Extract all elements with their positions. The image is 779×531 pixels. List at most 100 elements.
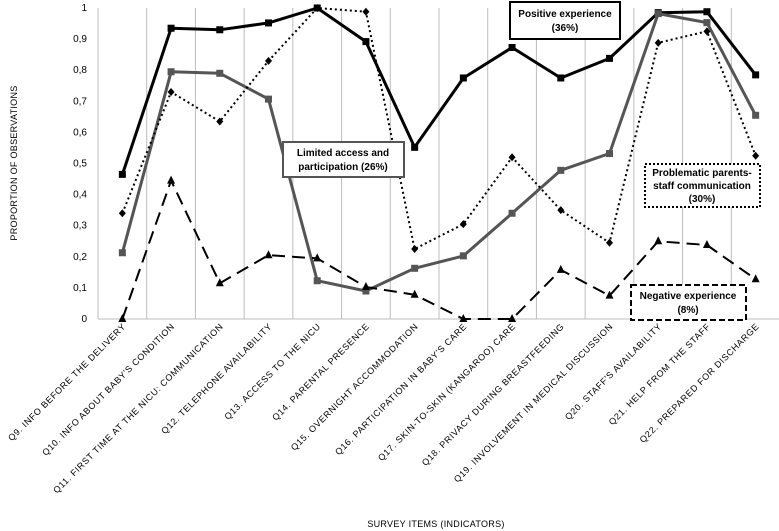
- data-point-diamond: [313, 4, 321, 12]
- data-point-square: [362, 38, 370, 46]
- annotation-problematic-box: [644, 163, 761, 208]
- y-tick-label: 0: [81, 314, 87, 325]
- series-line-4: [121, 179, 757, 320]
- data-point-diamond: [362, 7, 370, 16]
- data-point-triangle: [459, 314, 468, 322]
- annotation-positive-box: [509, 1, 621, 40]
- data-point-triangle: [215, 278, 224, 287]
- data-point-triangle: [167, 175, 176, 184]
- y-tick-label: 1: [81, 3, 87, 14]
- data-point-diamond: [265, 56, 272, 65]
- data-point-square: [508, 43, 516, 51]
- data-point-square: [703, 8, 711, 16]
- annotation-negative: Negative experience (8%): [630, 284, 747, 321]
- y-tick-label: 0,8: [73, 65, 87, 76]
- x-tick-label: Q21. HELP FROM THE STAFF: [607, 321, 713, 427]
- data-point-diamond: [703, 27, 711, 36]
- y-tick-label: 0,9: [73, 34, 87, 45]
- data-point-square: [167, 68, 175, 76]
- annotation-problematic-line1: Problematic parents-: [652, 168, 751, 179]
- data-point-diamond: [606, 238, 613, 247]
- data-point-square: [508, 209, 516, 217]
- data-point-square: [313, 277, 321, 285]
- data-point-triangle: [605, 290, 614, 299]
- series-line-3: [121, 7, 757, 250]
- annotation-problematic: Problematic parents- staff communication…: [644, 163, 761, 208]
- data-point-triangle: [654, 236, 663, 245]
- y-tick-labels: 0 0,1 0,2 0,3 0,4 0,5 0,6 0,7 0,8 0,9 1: [73, 3, 87, 325]
- data-point-diamond: [557, 206, 565, 215]
- annotation-limited-line2: participation (26%): [298, 162, 387, 173]
- y-tick-label: 0,6: [73, 127, 87, 138]
- series-line-1: [120, 6, 757, 175]
- annotation-negative-box: [630, 284, 747, 321]
- annotations: Positive experience (36%) Limited access…: [282, 1, 761, 321]
- data-point-square: [752, 71, 760, 79]
- data-point-diamond: [216, 117, 224, 126]
- data-point-diamond: [459, 220, 467, 229]
- annotation-negative-line1: Negative experience: [640, 291, 737, 302]
- data-point-square: [459, 252, 467, 260]
- data-point-square: [606, 54, 613, 62]
- data-point-triangle: [556, 264, 565, 273]
- data-point-diamond: [508, 153, 516, 162]
- data-point-triangle: [264, 250, 273, 259]
- annotation-limited-line1: Limited access and: [297, 148, 389, 159]
- data-point-triangle: [118, 314, 127, 322]
- data-point-square: [118, 170, 126, 178]
- y-tick-label: 0,2: [73, 252, 87, 263]
- data-point-square: [557, 166, 565, 174]
- y-tick-label: 0,5: [73, 159, 87, 170]
- x-tick-label: Q11. FIRST TIME AT THE NICU: COMMUNICATI…: [51, 321, 225, 495]
- x-tick-label: Q12. TELEPHONE AVAILABILITY: [159, 321, 274, 436]
- data-point-square: [265, 19, 272, 27]
- data-point-triangle: [313, 253, 322, 262]
- series-lines: [120, 6, 757, 320]
- y-axis-title: PROPORTION OF OBSERVATIONS: [9, 85, 19, 240]
- data-point-square: [459, 74, 467, 82]
- data-point-square: [411, 264, 419, 272]
- data-point-triangle: [751, 274, 760, 283]
- y-tick-label: 0,1: [73, 283, 87, 294]
- data-point-square: [362, 287, 370, 295]
- annotation-limited-box: [282, 141, 405, 178]
- annotation-problematic-line3: (30%): [689, 194, 716, 205]
- x-tick-label: Q20. STAFF'S AVAILABILITY: [563, 321, 664, 422]
- y-tick-label: 0,7: [73, 96, 87, 107]
- data-point-square: [411, 143, 419, 151]
- x-tick-label: Q14. PARENTAL PRESENCE: [270, 321, 371, 422]
- data-point-square: [752, 111, 760, 119]
- annotation-positive-line2: (36%): [552, 23, 579, 34]
- data-point-square: [557, 74, 565, 82]
- data-point-square: [216, 69, 224, 77]
- data-point-diamond: [167, 87, 175, 96]
- x-axis-title: SURVEY ITEMS (INDICATORS): [367, 519, 504, 529]
- data-point-square: [118, 249, 126, 257]
- data-point-diamond: [752, 151, 760, 160]
- x-tick-label: Q13. ACCESS TO THE NICU: [222, 321, 322, 421]
- data-point-triangle: [508, 314, 517, 322]
- data-point-triangle: [361, 281, 370, 290]
- data-point-triangle: [702, 239, 711, 248]
- annotation-limited: Limited access and participation (26%): [282, 141, 405, 178]
- data-point-square: [606, 150, 613, 158]
- annotation-positive: Positive experience (36%): [509, 1, 621, 40]
- annotation-negative-line2: (8%): [677, 305, 698, 316]
- data-point-square: [703, 19, 711, 27]
- data-point-diamond: [654, 38, 662, 47]
- data-point-square: [216, 26, 224, 34]
- y-tick-label: 0,4: [73, 190, 87, 201]
- data-point-diamond: [118, 209, 126, 218]
- annotation-problematic-line2: staff communication: [653, 181, 751, 192]
- grid-lines: [97, 8, 732, 319]
- annotation-positive-line1: Positive experience: [518, 9, 612, 20]
- data-point-square: [654, 10, 662, 18]
- data-point-triangle: [410, 289, 419, 298]
- data-point-square: [167, 24, 175, 32]
- data-point-diamond: [411, 245, 419, 254]
- y-tick-label: 0,3: [73, 221, 87, 232]
- data-point-square: [265, 95, 272, 103]
